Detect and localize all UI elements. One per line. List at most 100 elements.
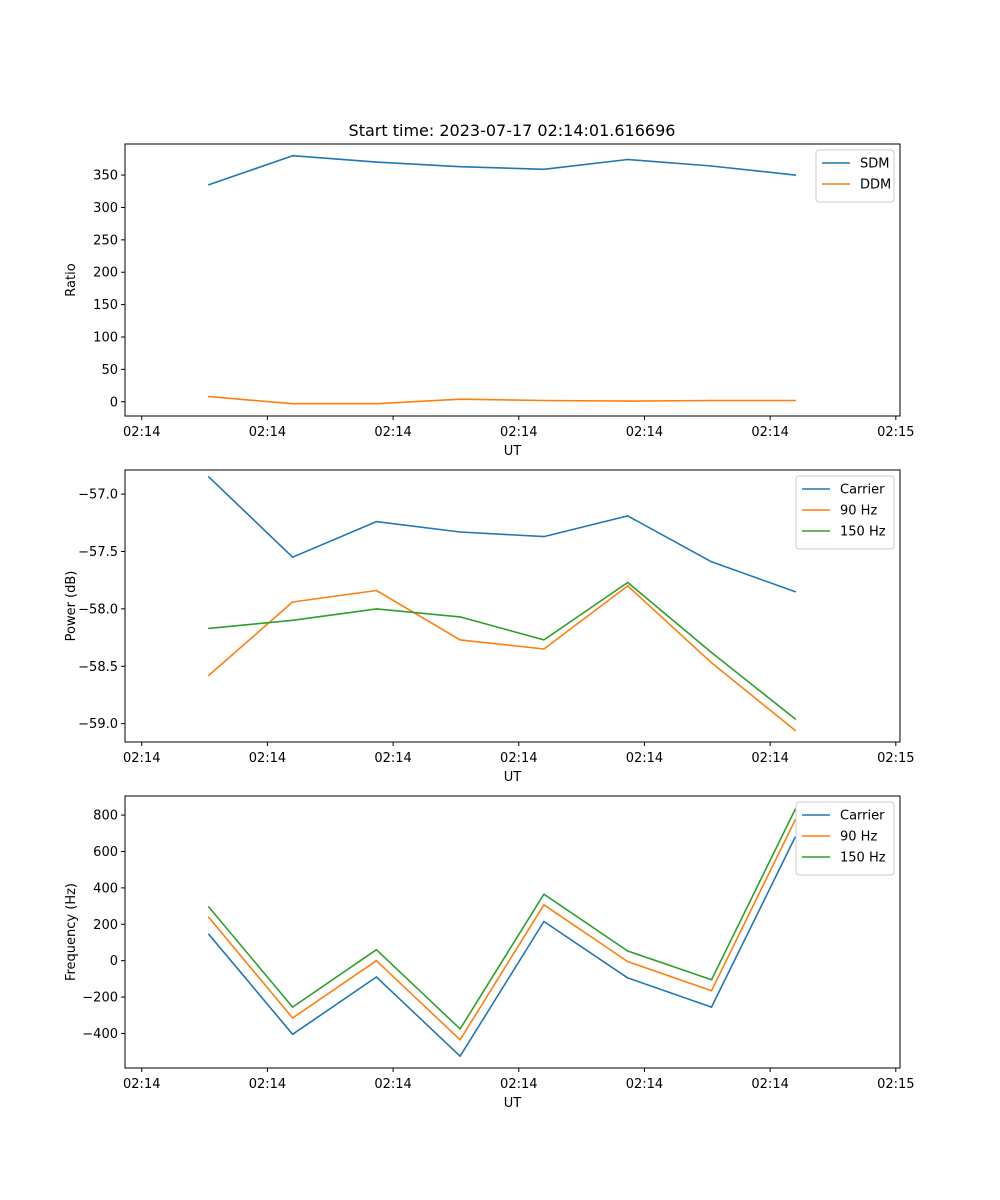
x-tick-label: 02:14 [500, 751, 537, 766]
x-tick-label: 02:14 [751, 425, 788, 440]
data-point [207, 627, 210, 630]
x-tick-label: 02:14 [374, 425, 411, 440]
data-point [543, 639, 545, 641]
data-point [459, 1055, 461, 1057]
data-point [291, 619, 294, 622]
data-point [543, 399, 545, 402]
data-point [794, 174, 797, 176]
x-tick-label: 02:15 [877, 751, 914, 766]
data-point [291, 556, 294, 559]
data-point [291, 1033, 294, 1036]
data-point [626, 950, 629, 952]
x-tick-label: 02:14 [123, 751, 160, 766]
y-tick-label: 600 [93, 845, 118, 860]
series-carrier [207, 476, 797, 593]
legend-label: 90 Hz [840, 504, 877, 519]
data-point [291, 601, 294, 603]
x-tick-label: 02:14 [751, 751, 788, 766]
series-sdm [207, 154, 797, 186]
data-point [291, 1006, 294, 1008]
data-point [459, 639, 461, 641]
x-tick-label: 02:14 [249, 751, 286, 766]
data-point [459, 1038, 461, 1041]
legend-label: 150 Hz [840, 851, 886, 866]
y-axis-label: Power (dB) [64, 571, 79, 642]
series-line-ddm [208, 395, 796, 405]
data-point [375, 976, 378, 978]
legend-label: SDM [860, 157, 889, 172]
y-tick-label: −58.5 [78, 660, 118, 675]
data-point [626, 977, 629, 979]
data-point [375, 589, 378, 592]
series-150-hz [207, 808, 797, 1030]
ratio-chart: 02:14 02:14 02:14 02:14 02:14 02:14 02:15 0 50 10… [64, 143, 915, 459]
x-tick-label: 02:14 [123, 425, 160, 440]
y-tick-label: −58.0 [78, 602, 118, 617]
x-tick-label: 02:14 [249, 1077, 286, 1092]
x-tick-label: 02:14 [123, 1077, 160, 1092]
data-point [207, 933, 210, 936]
x-tick-label: 02:14 [751, 1077, 788, 1092]
data-point [459, 1028, 461, 1030]
series-ddm [207, 395, 797, 405]
y-tick-label: 50 [101, 363, 118, 378]
y-tick-label: 200 [93, 918, 118, 933]
y-tick-label: 150 [93, 298, 118, 313]
y-tick-label: 350 [93, 169, 118, 184]
data-point [626, 960, 629, 963]
series-line-90-hz [208, 585, 796, 732]
y-tick-label: −200 [82, 991, 118, 1006]
y-tick-label: 0 [110, 395, 118, 410]
data-point [459, 165, 461, 168]
legend-label: Carrier [840, 809, 885, 824]
plot-frame [124, 469, 901, 743]
x-tick-label: 02:14 [374, 1077, 411, 1092]
series-line-150-hz [208, 808, 797, 1030]
x-tick-label: 02:14 [374, 751, 411, 766]
data-point [543, 904, 545, 906]
data-point [626, 400, 629, 402]
series-90-hz [207, 818, 797, 1041]
data-point [626, 515, 629, 517]
y-tick-label: −400 [82, 1027, 118, 1042]
data-point [710, 989, 713, 992]
y-tick-label: 200 [93, 266, 118, 281]
x-tick-label: 02:14 [500, 425, 537, 440]
series-line-90-hz [208, 819, 797, 1041]
x-tick-label: 02:14 [626, 1077, 663, 1092]
data-point [710, 651, 713, 654]
data-point [459, 531, 461, 533]
legend: Carrier 90 Hz 150 Hz [795, 801, 895, 876]
x-tick-label: 02:15 [877, 1077, 914, 1092]
data-point [710, 165, 713, 167]
legend-label: 150 Hz [840, 525, 886, 540]
x-tick-label: 02:14 [500, 1077, 537, 1092]
y-tick-label: 100 [93, 330, 118, 345]
x-axis-label: UT [504, 444, 522, 459]
plot-frame [124, 143, 901, 417]
x-tick-label: 02:14 [626, 751, 663, 766]
data-point [626, 585, 629, 587]
data-point [794, 718, 797, 720]
data-point [710, 978, 713, 981]
y-tick-label: 0 [110, 954, 118, 969]
data-point [626, 581, 629, 584]
x-tick-label: 02:15 [877, 425, 914, 440]
data-point [291, 402, 294, 405]
data-point [543, 920, 545, 923]
data-point [543, 648, 545, 650]
x-axis-label: UT [504, 770, 522, 785]
data-point [375, 161, 378, 163]
data-point [291, 1017, 294, 1019]
data-point [291, 154, 294, 157]
data-point [794, 590, 797, 593]
data-point [375, 402, 378, 405]
data-point [207, 916, 210, 919]
data-point [375, 520, 378, 523]
y-tick-label: −57.5 [78, 545, 118, 560]
x-axis-label: UT [504, 1096, 522, 1111]
series-carrier [207, 836, 797, 1057]
data-point [207, 476, 210, 478]
series-line-carrier [208, 836, 797, 1057]
